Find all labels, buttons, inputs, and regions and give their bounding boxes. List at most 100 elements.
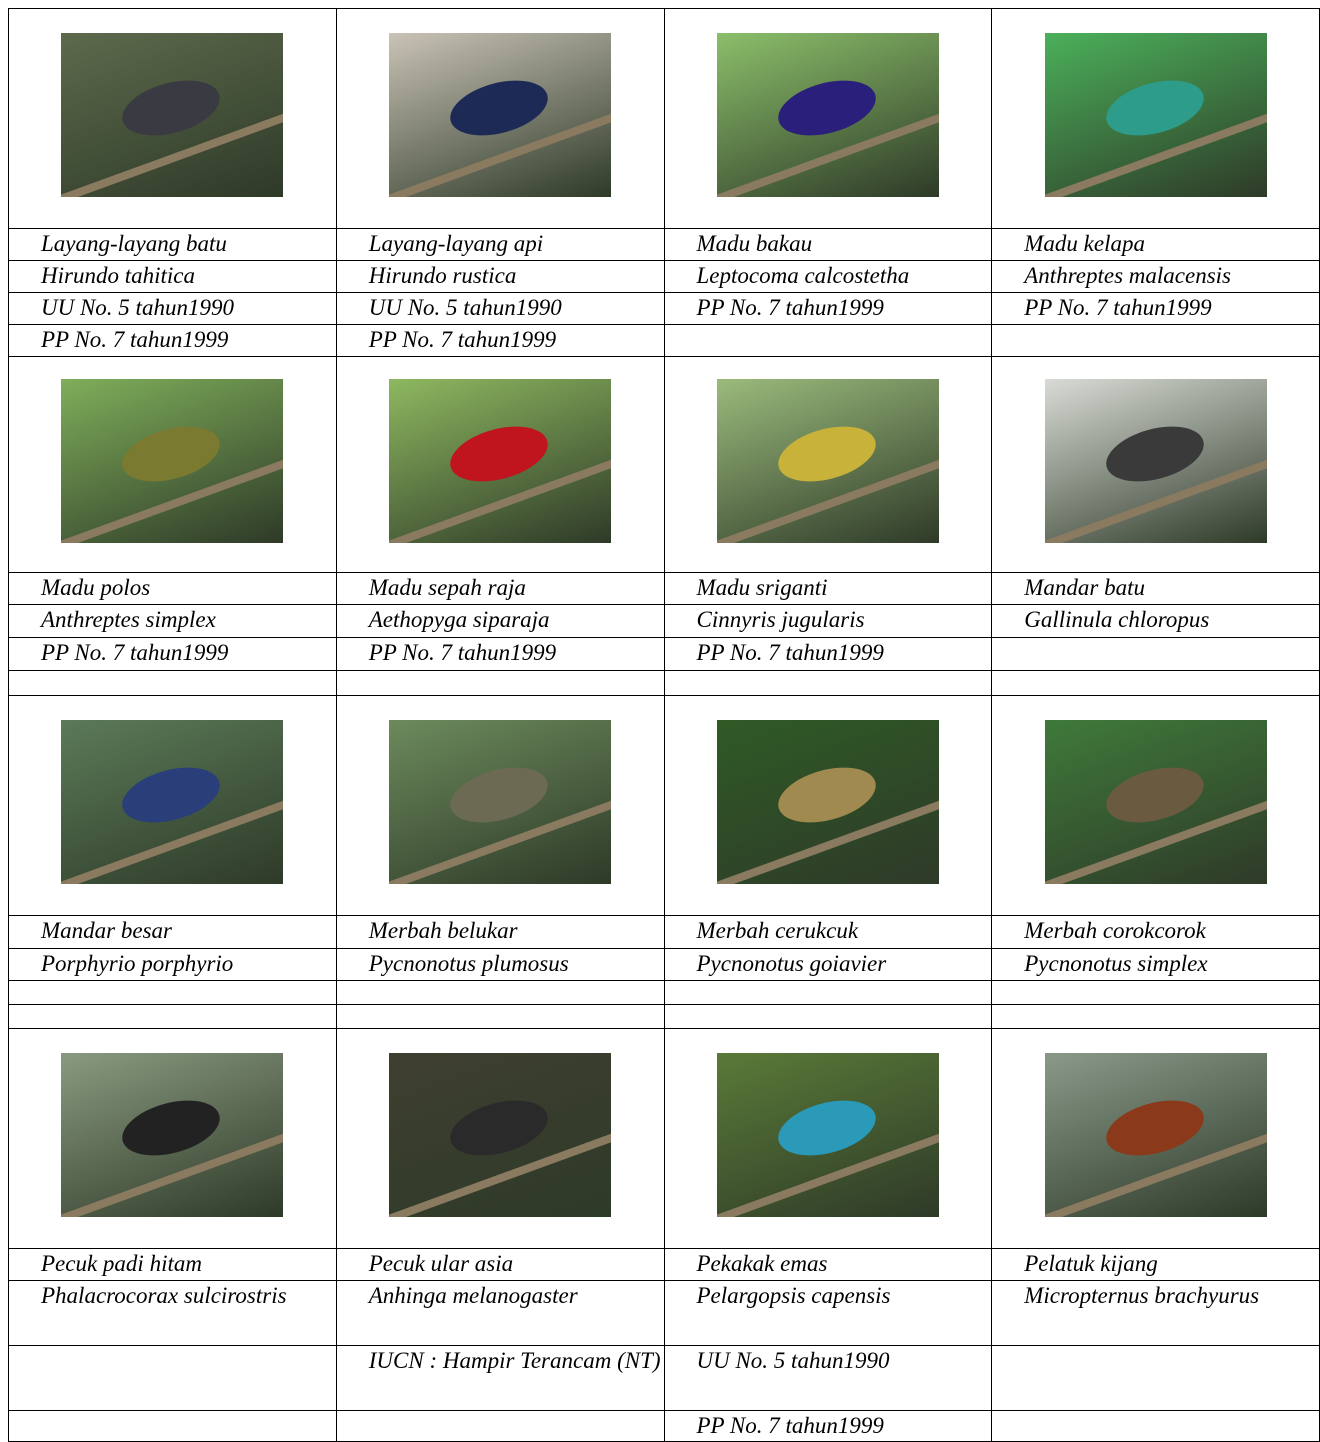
text-cell: Anthreptes simplex <box>8 604 337 638</box>
bird <box>116 416 227 491</box>
bird-photo <box>1044 32 1267 197</box>
bird <box>1099 70 1210 145</box>
bird <box>444 416 554 491</box>
photo-cell <box>991 8 1320 229</box>
text-cell: Pelatuk kijang <box>991 1248 1320 1281</box>
text-cell <box>335 1004 665 1029</box>
text-cell: Anhinga melanogaster <box>335 1280 665 1346</box>
bird-photo <box>389 719 612 884</box>
text-cell: Pecuk padi hitam <box>8 1248 337 1281</box>
bird-photo <box>61 719 284 884</box>
text-cell <box>663 980 993 1005</box>
text-cell <box>663 1004 993 1029</box>
text-cell: Madu polos <box>8 572 337 605</box>
photo-cell <box>991 356 1320 573</box>
photo-row <box>8 356 1320 573</box>
text-row: Hirundo tahitica Hirundo rustica Leptocoma… <box>8 260 1320 293</box>
text-cell <box>991 1004 1320 1029</box>
photo-cell <box>8 8 337 229</box>
bird-photo <box>1044 1052 1267 1217</box>
text-cell <box>8 1345 337 1411</box>
text-cell: Cinnyris jugularis <box>663 604 993 638</box>
text-cell: Merbah belukar <box>335 915 665 949</box>
bird-photo <box>61 1052 284 1217</box>
text-cell: PP No. 7 tahun1999 <box>8 324 337 357</box>
text-cell <box>991 1345 1320 1411</box>
text-cell: PP No. 7 tahun1999 <box>991 292 1320 325</box>
bird <box>116 1090 227 1165</box>
text-cell: Pycnonotus goiavier <box>663 948 993 981</box>
bird-table: Layang-layang batu Layang-layang api Madu … <box>8 8 1320 1442</box>
photo-cell <box>663 8 993 229</box>
text-cell: Madu sepah raja <box>335 572 665 605</box>
text-cell: Leptocoma calcostetha <box>663 260 993 293</box>
text-cell: Phalacrocorax sulcirostris <box>8 1280 337 1346</box>
text-cell: Merbah cerukcuk <box>663 915 993 949</box>
text-cell: Madu kelapa <box>991 228 1320 261</box>
photo-cell <box>663 356 993 573</box>
text-row: Layang-layang batu Layang-layang api Madu … <box>8 228 1320 261</box>
text-cell: Layang-layang batu <box>8 228 337 261</box>
bird-photo <box>1044 378 1267 543</box>
photo-cell <box>335 356 665 573</box>
text-cell: UU No. 5 tahun1990 <box>8 292 337 325</box>
bird-photo <box>61 32 284 197</box>
photo-row <box>8 8 1320 229</box>
text-cell: Pycnonotus simplex <box>991 948 1320 981</box>
text-row <box>8 1004 1320 1029</box>
photo-cell <box>663 1028 993 1249</box>
text-cell: PP No. 7 tahun1999 <box>663 292 993 325</box>
text-cell: Pecuk ular asia <box>335 1248 665 1281</box>
bird-photo <box>716 378 939 543</box>
text-cell: PP No. 7 tahun1999 <box>335 324 665 357</box>
text-cell: IUCN : Hampir Terancam (NT) <box>335 1345 665 1411</box>
text-row: PP No. 7 tahun1999 PP No. 7 tahun1999 PP N… <box>8 637 1320 671</box>
text-row: Mandar besar Merbah belukar Merbah cerukcu… <box>8 915 1320 949</box>
text-cell <box>663 324 993 357</box>
text-cell <box>335 1410 665 1442</box>
bird-photo <box>716 32 939 197</box>
bird-photo <box>389 1052 612 1217</box>
photo-cell <box>335 695 665 916</box>
text-cell: Pekakak emas <box>663 1248 993 1281</box>
text-cell <box>8 980 337 1005</box>
text-cell: Hirundo tahitica <box>8 260 337 293</box>
text-cell: Aethopyga siparaja <box>335 604 665 638</box>
bird <box>1099 757 1210 832</box>
text-cell: Gallinula chloropus <box>991 604 1320 638</box>
text-row <box>8 670 1320 696</box>
text-cell <box>991 980 1320 1005</box>
text-row: PP No. 7 tahun1999 PP No. 7 tahun1999 <box>8 324 1320 357</box>
photo-row <box>8 1028 1320 1249</box>
bird-photo <box>716 1052 939 1217</box>
bird <box>772 1090 882 1165</box>
bird <box>1099 1090 1210 1165</box>
text-cell <box>8 1004 337 1029</box>
photo-cell <box>991 695 1320 916</box>
bird-photo <box>389 32 612 197</box>
bird-photo <box>1044 719 1267 884</box>
bird-photo <box>61 378 284 543</box>
photo-cell <box>8 695 337 916</box>
text-cell: Mandar batu <box>991 572 1320 605</box>
text-cell: Micropternus brachyurus <box>991 1280 1320 1346</box>
text-row: PP No. 7 tahun1999 <box>8 1410 1320 1442</box>
text-cell: Madu sriganti <box>663 572 993 605</box>
photo-row <box>8 695 1320 916</box>
bird <box>1099 416 1210 491</box>
text-cell: Porphyrio porphyrio <box>8 948 337 981</box>
bird-photo <box>389 378 612 543</box>
photo-cell <box>8 356 337 573</box>
text-cell: Merbah corokcorok <box>991 915 1320 949</box>
text-cell: Pycnonotus plumosus <box>335 948 665 981</box>
text-cell <box>335 980 665 1005</box>
bird <box>116 70 227 145</box>
bird <box>772 757 882 832</box>
photo-cell <box>8 1028 337 1249</box>
text-cell: Anthreptes malacensis <box>991 260 1320 293</box>
bird <box>444 757 554 832</box>
text-row: IUCN : Hampir Terancam (NT) UU No. 5 tahu… <box>8 1345 1320 1411</box>
text-cell: Pelargopsis capensis <box>663 1280 993 1346</box>
photo-cell <box>335 8 665 229</box>
